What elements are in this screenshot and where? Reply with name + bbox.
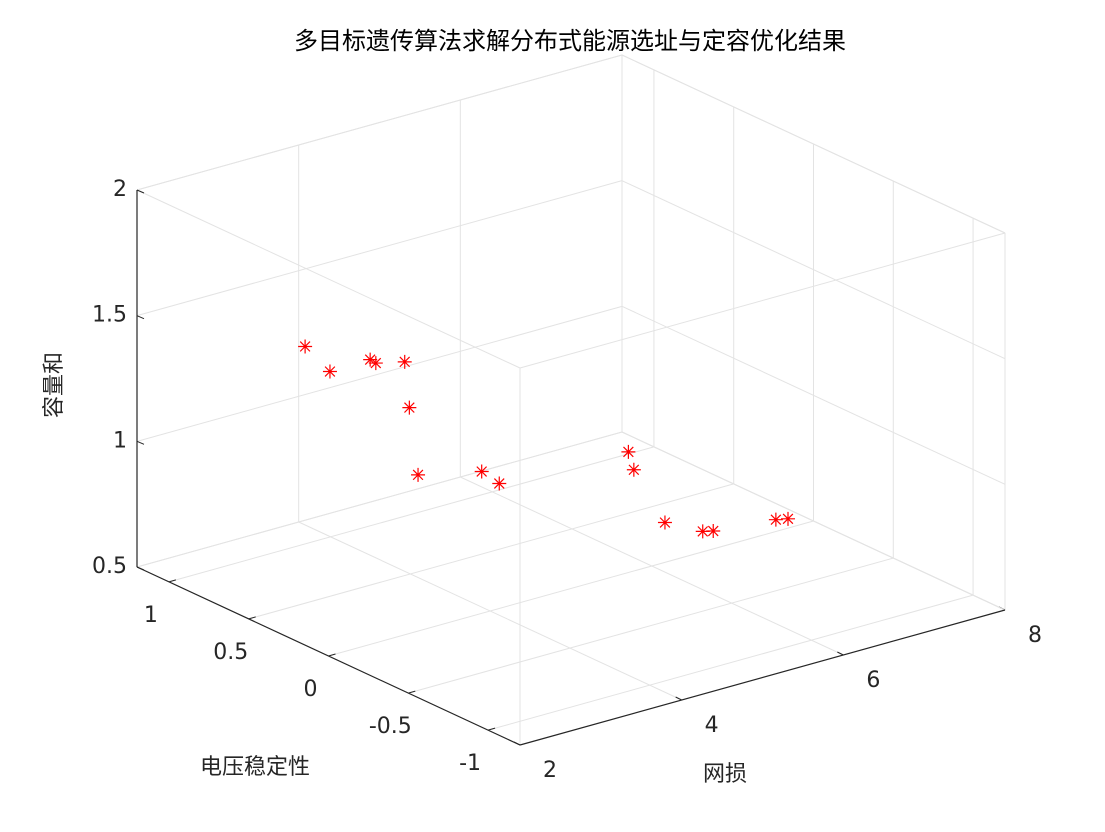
x-tick-label: 8 [1028, 623, 1042, 648]
point [695, 524, 710, 539]
grid-line [136, 431, 623, 568]
y-tick-label: -1 [459, 751, 481, 776]
grid-line [621, 305, 1006, 485]
x-tick-label: 2 [543, 758, 557, 783]
z-axis-label: 容量和 [42, 352, 67, 418]
point [781, 511, 795, 526]
z-tick-label: 1 [113, 428, 127, 453]
z-tick-label: 0.5 [92, 554, 127, 579]
x-tick-label: 4 [705, 713, 719, 738]
grid-line [328, 520, 814, 657]
x-tick [837, 651, 844, 656]
y-tick-label: 0.5 [213, 640, 248, 665]
point [402, 400, 417, 415]
y-tick-label: 1 [144, 603, 158, 628]
point [492, 476, 507, 491]
z-tick-label: 1.5 [92, 303, 127, 328]
point [706, 523, 721, 538]
z-tick [136, 315, 145, 320]
grid-line [136, 305, 623, 442]
grid-line [168, 446, 655, 583]
x-axis [519, 609, 1006, 746]
x-tick [675, 696, 682, 701]
x-axis-label: 网损 [703, 762, 747, 787]
y-axis-label: 电压稳定性 [200, 755, 310, 780]
grid-line [621, 54, 1006, 234]
point [363, 352, 378, 367]
y-tick [168, 579, 177, 583]
z-tick [136, 440, 145, 445]
point [768, 512, 783, 527]
y-tick [487, 727, 496, 731]
y-tick-label: -0.5 [369, 714, 412, 739]
y-axis [136, 566, 521, 746]
grid-line [621, 180, 1006, 360]
y-tick-label: 0 [304, 677, 318, 702]
grid-line [621, 431, 1006, 611]
point [298, 339, 313, 354]
y-tick [328, 653, 336, 657]
y-tick [408, 690, 416, 694]
grid-line [136, 54, 623, 191]
z-tick [136, 189, 145, 194]
point [397, 354, 412, 369]
point [621, 444, 636, 459]
point [411, 467, 426, 482]
point [368, 356, 383, 371]
box-edge [136, 189, 521, 369]
grid-line [487, 594, 974, 731]
box-edge [519, 232, 1006, 369]
point [474, 464, 489, 479]
point [322, 364, 337, 379]
x-tick-label: 6 [866, 668, 880, 693]
grid-line [136, 180, 623, 317]
grid-line [248, 483, 734, 620]
point [626, 462, 641, 477]
point [657, 515, 672, 530]
y-tick [248, 616, 256, 620]
chart-title: 多目标遗传算法求解分布式能源选址与定容优化结果 [294, 27, 846, 55]
grid-line [408, 557, 894, 694]
z-tick-label: 2 [113, 177, 127, 202]
